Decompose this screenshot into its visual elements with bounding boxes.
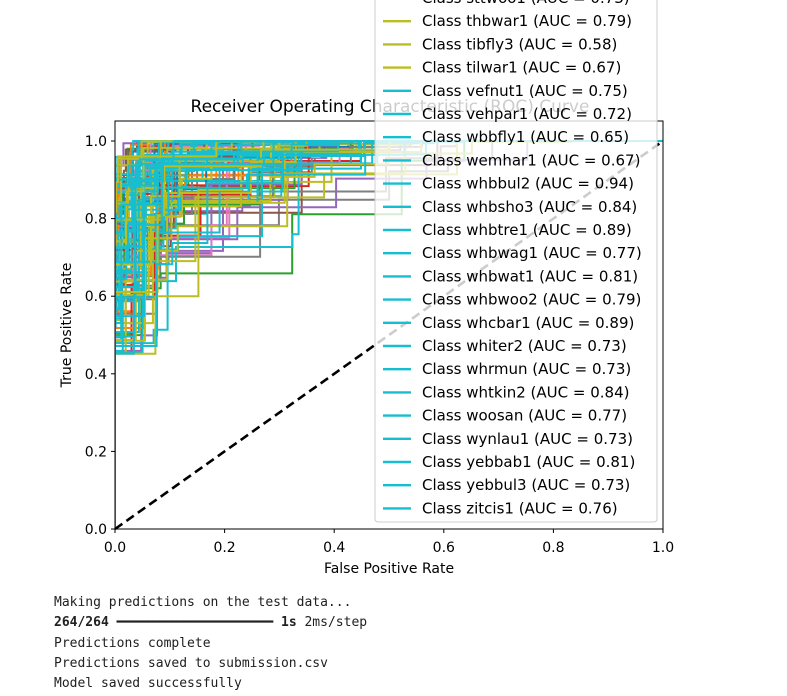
legend-label: Class sttwoo1 (AUC = 0.73) — [422, 0, 630, 7]
legend-label: Class yebbab1 (AUC = 0.81) — [422, 453, 635, 471]
legend-entry: Class whbwoo2 (AUC = 0.79) — [383, 291, 641, 309]
legend-entry: Class zitcis1 (AUC = 0.76) — [383, 499, 618, 517]
legend-label: Class whbtre1 (AUC = 0.89) — [422, 221, 632, 239]
progress-rate: 2ms/step — [304, 615, 368, 631]
y-axis-label: True Positive Rate — [59, 263, 75, 389]
legend-entry: Class whcbar1 (AUC = 0.89) — [383, 314, 634, 332]
legend-box — [374, 0, 658, 523]
y-tick-label: 0.6 — [85, 289, 107, 305]
legend-label: Class whtkin2 (AUC = 0.84) — [422, 383, 629, 401]
legend-label: Class whbwat1 (AUC = 0.81) — [422, 267, 638, 285]
roc-curve — [115, 140, 663, 529]
roc-curve — [115, 140, 663, 529]
output-line-complete: Predictions complete — [54, 635, 211, 651]
legend-label: Class whbwag1 (AUC = 0.77) — [422, 244, 642, 262]
legend-entry: Class whbtre1 (AUC = 0.89) — [383, 221, 632, 239]
x-axis-label: False Positive Rate — [324, 561, 454, 577]
y-tick-label: 0.0 — [85, 522, 107, 538]
legend-label: Class yebbul3 (AUC = 0.73) — [422, 476, 630, 494]
legend-label: Class wynlau1 (AUC = 0.73) — [422, 430, 633, 448]
legend-entry: Class thbwar1 (AUC = 0.79) — [383, 12, 632, 30]
y-tick-label: 1.0 — [85, 134, 107, 150]
output-line-model: Model saved successfully — [54, 676, 242, 692]
legend-label: Class zitcis1 (AUC = 0.76) — [422, 499, 618, 517]
roc-curve — [115, 140, 663, 529]
legend-entry: Class wemhar1 (AUC = 0.67) — [383, 151, 640, 169]
legend-entry: Class sttwoo1 (AUC = 0.73) — [422, 0, 630, 7]
output-line-saved: Predictions saved to submission.csv — [54, 655, 328, 671]
legend-entry: Class whbwag1 (AUC = 0.77) — [383, 244, 642, 262]
legend-entry: Class woosan (AUC = 0.77) — [383, 407, 627, 425]
legend-label: Class whbwoo2 (AUC = 0.79) — [422, 291, 641, 309]
legend-label: Class thbwar1 (AUC = 0.79) — [422, 12, 632, 30]
legend-entry: Class vefnut1 (AUC = 0.75) — [383, 82, 628, 100]
legend-label: Class wbbfly1 (AUC = 0.65) — [422, 128, 629, 146]
x-tick-label: 1.0 — [652, 540, 674, 556]
x-tick-label: 0.0 — [104, 540, 126, 556]
legend-label: Class wemhar1 (AUC = 0.67) — [422, 151, 640, 169]
y-tick-label: 0.2 — [85, 444, 107, 460]
legend-entry: Class whiter2 (AUC = 0.73) — [383, 337, 627, 355]
legend-entry: Class yebbab1 (AUC = 0.81) — [383, 453, 635, 471]
y-tick-label: 0.8 — [85, 212, 107, 228]
x-tick-label: 0.4 — [323, 540, 345, 556]
legend-entry: Class whbbul2 (AUC = 0.94) — [383, 175, 634, 193]
legend-label: Class vehpar1 (AUC = 0.72) — [422, 105, 632, 123]
x-tick-label: 0.8 — [542, 540, 564, 556]
legend-entry: Class whbsho3 (AUC = 0.84) — [383, 198, 637, 216]
progress-line: 264/264 ━━━━━━━━━━━━━━━━━━━━ 1s 2ms/step — [54, 613, 774, 633]
x-axis-ticks: 0.0 0.2 0.4 0.6 0.8 1.0 — [104, 529, 674, 556]
y-tick-label: 0.4 — [85, 367, 107, 383]
y-axis-ticks: 0.0 0.2 0.4 0.6 0.8 1.0 — [85, 134, 115, 538]
output-line-predicting: Making predictions on the test data... — [54, 595, 352, 610]
legend-label: Class vefnut1 (AUC = 0.75) — [422, 82, 628, 100]
legend-label: Class tibfly3 (AUC = 0.58) — [422, 35, 617, 53]
x-tick-label: 0.6 — [433, 540, 455, 556]
legend-entry: Class tilwar1 (AUC = 0.67) — [383, 59, 621, 77]
legend-entry: Class whtkin2 (AUC = 0.84) — [383, 383, 629, 401]
legend-label: Class whbbul2 (AUC = 0.94) — [422, 175, 634, 193]
x-tick-label: 0.2 — [213, 540, 235, 556]
legend-label: Class whbsho3 (AUC = 0.84) — [422, 198, 637, 216]
progress-bar: ━━━━━━━━━━━━━━━━━━━━ — [116, 615, 274, 631]
progress-time: 1s — [281, 615, 297, 631]
legend-entry: Class whrmun (AUC = 0.73) — [383, 360, 631, 378]
roc-figure: Receiver Operating Characteristic (ROC) … — [59, 0, 674, 577]
progress-count: 264/264 — [54, 615, 109, 631]
legend-label: Class whrmun (AUC = 0.73) — [422, 360, 631, 378]
legend-label: Class tilwar1 (AUC = 0.67) — [422, 59, 621, 77]
legend-label: Class whiter2 (AUC = 0.73) — [422, 337, 627, 355]
legend-label: Class whcbar1 (AUC = 0.89) — [422, 314, 634, 332]
legend-entry: Class yebbul3 (AUC = 0.73) — [383, 476, 630, 494]
cell-output: Making predictions on the test data... 2… — [54, 593, 774, 694]
legend-entry: Class vehpar1 (AUC = 0.72) — [383, 105, 632, 123]
roc-curve — [115, 140, 663, 529]
legend-entry: Class whbwat1 (AUC = 0.81) — [383, 267, 638, 285]
legend-entry: Class tibfly3 (AUC = 0.58) — [383, 35, 617, 53]
legend-entry: Class wynlau1 (AUC = 0.73) — [383, 430, 633, 448]
legend-entry: Class wbbfly1 (AUC = 0.65) — [383, 128, 629, 146]
chart-legend: Class sttwoo1 (AUC = 0.73) Class thbwar1 … — [374, 0, 658, 523]
legend-label: Class woosan (AUC = 0.77) — [422, 407, 627, 425]
